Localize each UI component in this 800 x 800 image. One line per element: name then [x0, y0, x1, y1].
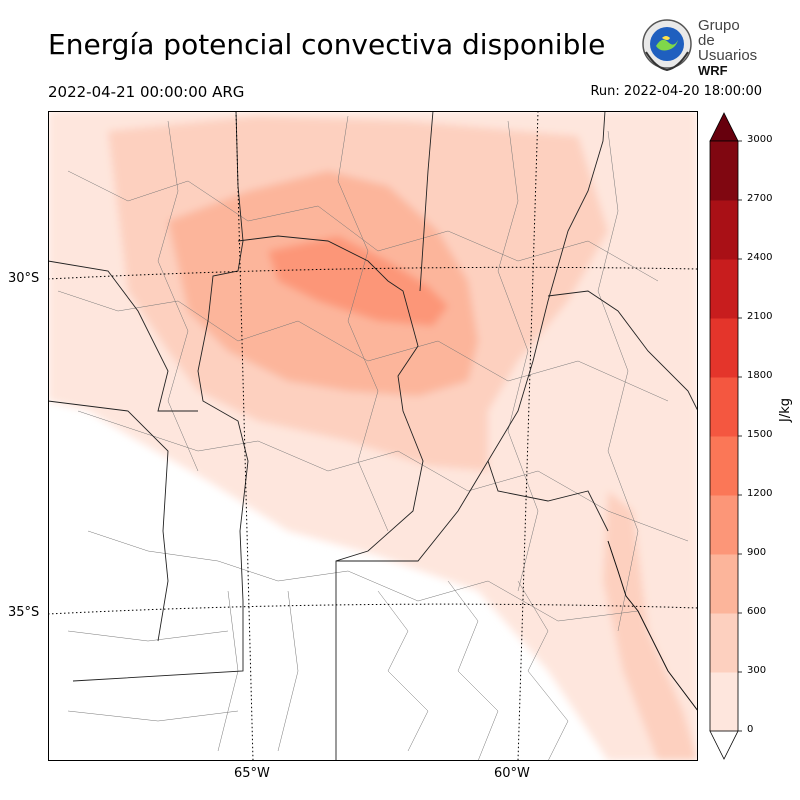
map-frame [48, 111, 698, 761]
lat-label-30s: 30°S [8, 271, 40, 286]
colorbar-under-extend [709, 730, 739, 760]
colorbar-tick-label: 2400 [747, 252, 773, 263]
colorbar-tick-label: 2700 [747, 193, 773, 204]
logo-line-1: Grupo de [698, 17, 740, 49]
colorbar-band-3 [710, 495, 738, 555]
logo-emblem-icon [642, 19, 692, 72]
colorbar-band-2 [710, 554, 738, 614]
valid-time: 2022-04-21 00:00:00 ARG [48, 83, 245, 101]
colorbar-band-0 [710, 672, 738, 732]
cape-field [48, 111, 698, 761]
colorbar-tick-label: 1500 [747, 429, 773, 440]
colorbar [709, 112, 742, 760]
run-time: Run: 2022-04-20 18:00:00 [590, 84, 762, 99]
colorbar-band-5 [710, 377, 738, 437]
chart-title: Energía potencial convectiva disponible [48, 28, 606, 61]
lon-label-65w: 65°W [234, 766, 270, 781]
logo-line-2: Usuarios [698, 47, 758, 64]
coastline [607, 540, 698, 712]
colorbar-tick-label: 2100 [747, 311, 773, 322]
logo-line-3: WRF [698, 63, 728, 78]
province-borders [48, 111, 698, 761]
department-borders [57, 115, 689, 761]
wrf-logo: Grupo de Usuarios WRF [638, 16, 758, 78]
colorbar-unit: J/kg [778, 398, 793, 422]
lon-label-60w: 60°W [494, 766, 530, 781]
colorbar-tick-label: 1200 [747, 488, 773, 499]
colorbar-tick-label: 300 [747, 665, 767, 676]
colorbar-band-4 [710, 436, 738, 496]
logo-text: Grupo de Usuarios WRF [698, 18, 758, 78]
cape-strip-east [603, 491, 698, 761]
colorbar-over-extend [709, 112, 739, 142]
cape-band-900-1200 [268, 236, 448, 326]
colorbar-tick-label: 1800 [747, 370, 773, 381]
colorbar-tick-label: 600 [747, 606, 767, 617]
cape-map [48, 111, 698, 761]
colorbar-band-7 [710, 259, 738, 319]
colorbar-band-9 [710, 141, 738, 201]
colorbar-band-8 [710, 200, 738, 260]
colorbar-band-6 [710, 318, 738, 378]
colorbar-tick-label: 3000 [747, 134, 773, 145]
colorbar-band-1 [710, 613, 738, 673]
colorbar-tick-label: 0 [747, 724, 754, 735]
lat-label-35s: 35°S [8, 605, 40, 620]
graticule [48, 111, 698, 761]
colorbar-tick-label: 900 [747, 547, 767, 558]
